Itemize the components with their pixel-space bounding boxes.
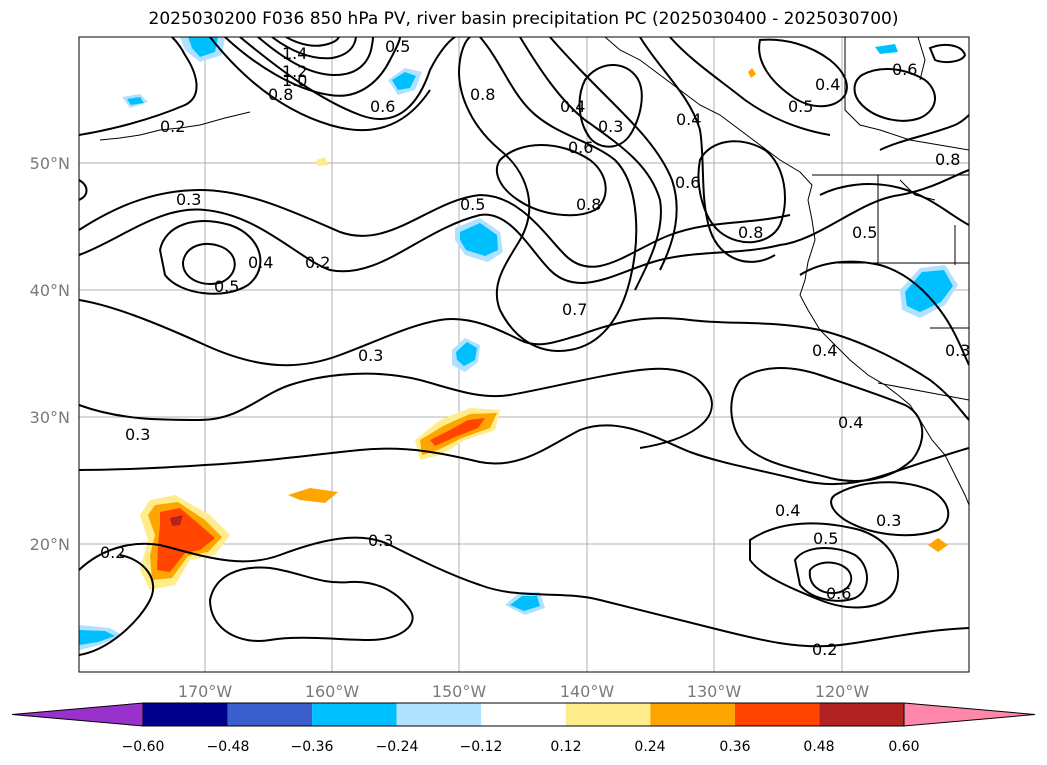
- contour-label: 1.2: [282, 62, 307, 81]
- contour-label: 0.4: [838, 413, 863, 432]
- contour-label: 0.3: [876, 511, 901, 530]
- colorbar-segment: [481, 703, 566, 726]
- contour-label: 0.8: [470, 85, 495, 104]
- contour-label: 0.4: [815, 75, 840, 94]
- contour-label: 0.5: [813, 529, 838, 548]
- contour-label: 1.4: [282, 44, 307, 63]
- latitude-labels: 50°N 40°N 30°N 20°N: [30, 154, 70, 554]
- colorbar-tick-label: −0.36: [291, 739, 334, 755]
- lat-label: 40°N: [30, 281, 70, 300]
- contour-label: 0.8: [576, 195, 601, 214]
- colorbar-segment: [650, 703, 735, 726]
- colorbar-segment: [819, 703, 904, 726]
- colorbar-tick-label: 0.60: [888, 739, 919, 755]
- colorbar-extension-high: [903, 702, 1036, 727]
- colorbar-tick-label: −0.12: [460, 739, 503, 755]
- contour-label: 0.7: [562, 300, 587, 319]
- precip-pc-fills: [79, 37, 958, 650]
- lon-label: 170°W: [178, 682, 233, 701]
- map-plot-area: 1.4 1.2 1.0 0.8 0.5 0.6 0.2 0.8 0.4 0.3 …: [79, 37, 970, 672]
- colorbar-extension-low: [11, 702, 144, 727]
- contour-label: 0.3: [945, 341, 970, 360]
- contour-label: 0.8: [268, 85, 293, 104]
- contour-label: 0.8: [738, 223, 763, 242]
- contour-label: 0.2: [160, 117, 185, 136]
- colorbar-tick-label: 0.12: [550, 739, 581, 755]
- contour-label: 0.2: [812, 640, 837, 659]
- contour-label: 1.0: [282, 71, 307, 90]
- lon-label: 160°W: [305, 682, 360, 701]
- contour-label: 0.6: [370, 97, 395, 116]
- contour-label: 0.5: [214, 277, 239, 296]
- lon-label: 150°W: [432, 682, 487, 701]
- gridlines: [79, 37, 969, 672]
- contour-label: 0.6: [675, 173, 700, 192]
- lat-label: 50°N: [30, 154, 70, 173]
- contour-label: 0.5: [788, 97, 813, 116]
- contour-label: 0.4: [560, 97, 585, 116]
- lat-label: 30°N: [30, 408, 70, 427]
- coastlines: [99, 37, 969, 506]
- contour-label: 0.5: [852, 223, 877, 242]
- contour-label: 0.6: [568, 138, 593, 157]
- colorbar-segment: [143, 703, 228, 726]
- colorbar-segment: [565, 703, 651, 726]
- contour-label: 0.3: [125, 425, 150, 444]
- contour-label: 0.4: [248, 253, 273, 272]
- lon-label: 120°W: [815, 682, 870, 701]
- contour-label: 0.3: [176, 190, 201, 209]
- colorbar-tick-label: −0.60: [122, 739, 165, 755]
- map-title: 2025030200 F036 850 hPa PV, river basin …: [148, 9, 899, 29]
- colorbar-tick-label: 0.36: [719, 739, 750, 755]
- map-frame: [78, 36, 970, 673]
- lon-label: 130°W: [687, 682, 742, 701]
- contour-label: 0.5: [385, 37, 410, 56]
- contour-label: 0.6: [826, 584, 851, 603]
- contour-label: 0.4: [812, 341, 837, 360]
- contour-label: 0.2: [305, 253, 330, 272]
- colorbar: −0.60 −0.48 −0.36 −0.24 −0.12 0.12 0.24 …: [11, 702, 1036, 755]
- contour-label: 0.6: [892, 60, 917, 79]
- lat-label: 20°N: [30, 535, 70, 554]
- pv-contours: [79, 37, 969, 656]
- contour-labels: 1.4 1.2 1.0 0.8 0.5 0.6 0.2 0.8 0.4 0.3 …: [100, 37, 970, 659]
- contour-label: 0.8: [935, 150, 960, 169]
- colorbar-segment: [227, 703, 313, 726]
- contour-label: 0.4: [676, 110, 701, 129]
- colorbar-tick-label: −0.48: [207, 739, 250, 755]
- colorbar-segment: [396, 703, 482, 726]
- longitude-labels: 170°W 160°W 150°W 140°W 130°W 120°W: [178, 682, 870, 701]
- colorbar-segments: [11, 702, 1036, 727]
- colorbar-outline: [142, 702, 905, 727]
- contour-label: 0.3: [368, 531, 393, 550]
- lon-label: 140°W: [560, 682, 615, 701]
- colorbar-tick-label: 0.24: [634, 739, 665, 755]
- colorbar-ticks: −0.60 −0.48 −0.36 −0.24 −0.12 0.12 0.24 …: [122, 739, 920, 755]
- contour-label: 0.3: [598, 117, 623, 136]
- colorbar-tick-label: −0.24: [376, 739, 419, 755]
- colorbar-segment: [312, 703, 397, 726]
- contour-label: 0.3: [358, 346, 383, 365]
- colorbar-segment: [734, 703, 820, 726]
- contour-label: 0.2: [100, 543, 125, 562]
- contour-label: 0.4: [775, 501, 800, 520]
- contour-label: 0.5: [460, 195, 485, 214]
- colorbar-tick-label: 0.48: [803, 739, 834, 755]
